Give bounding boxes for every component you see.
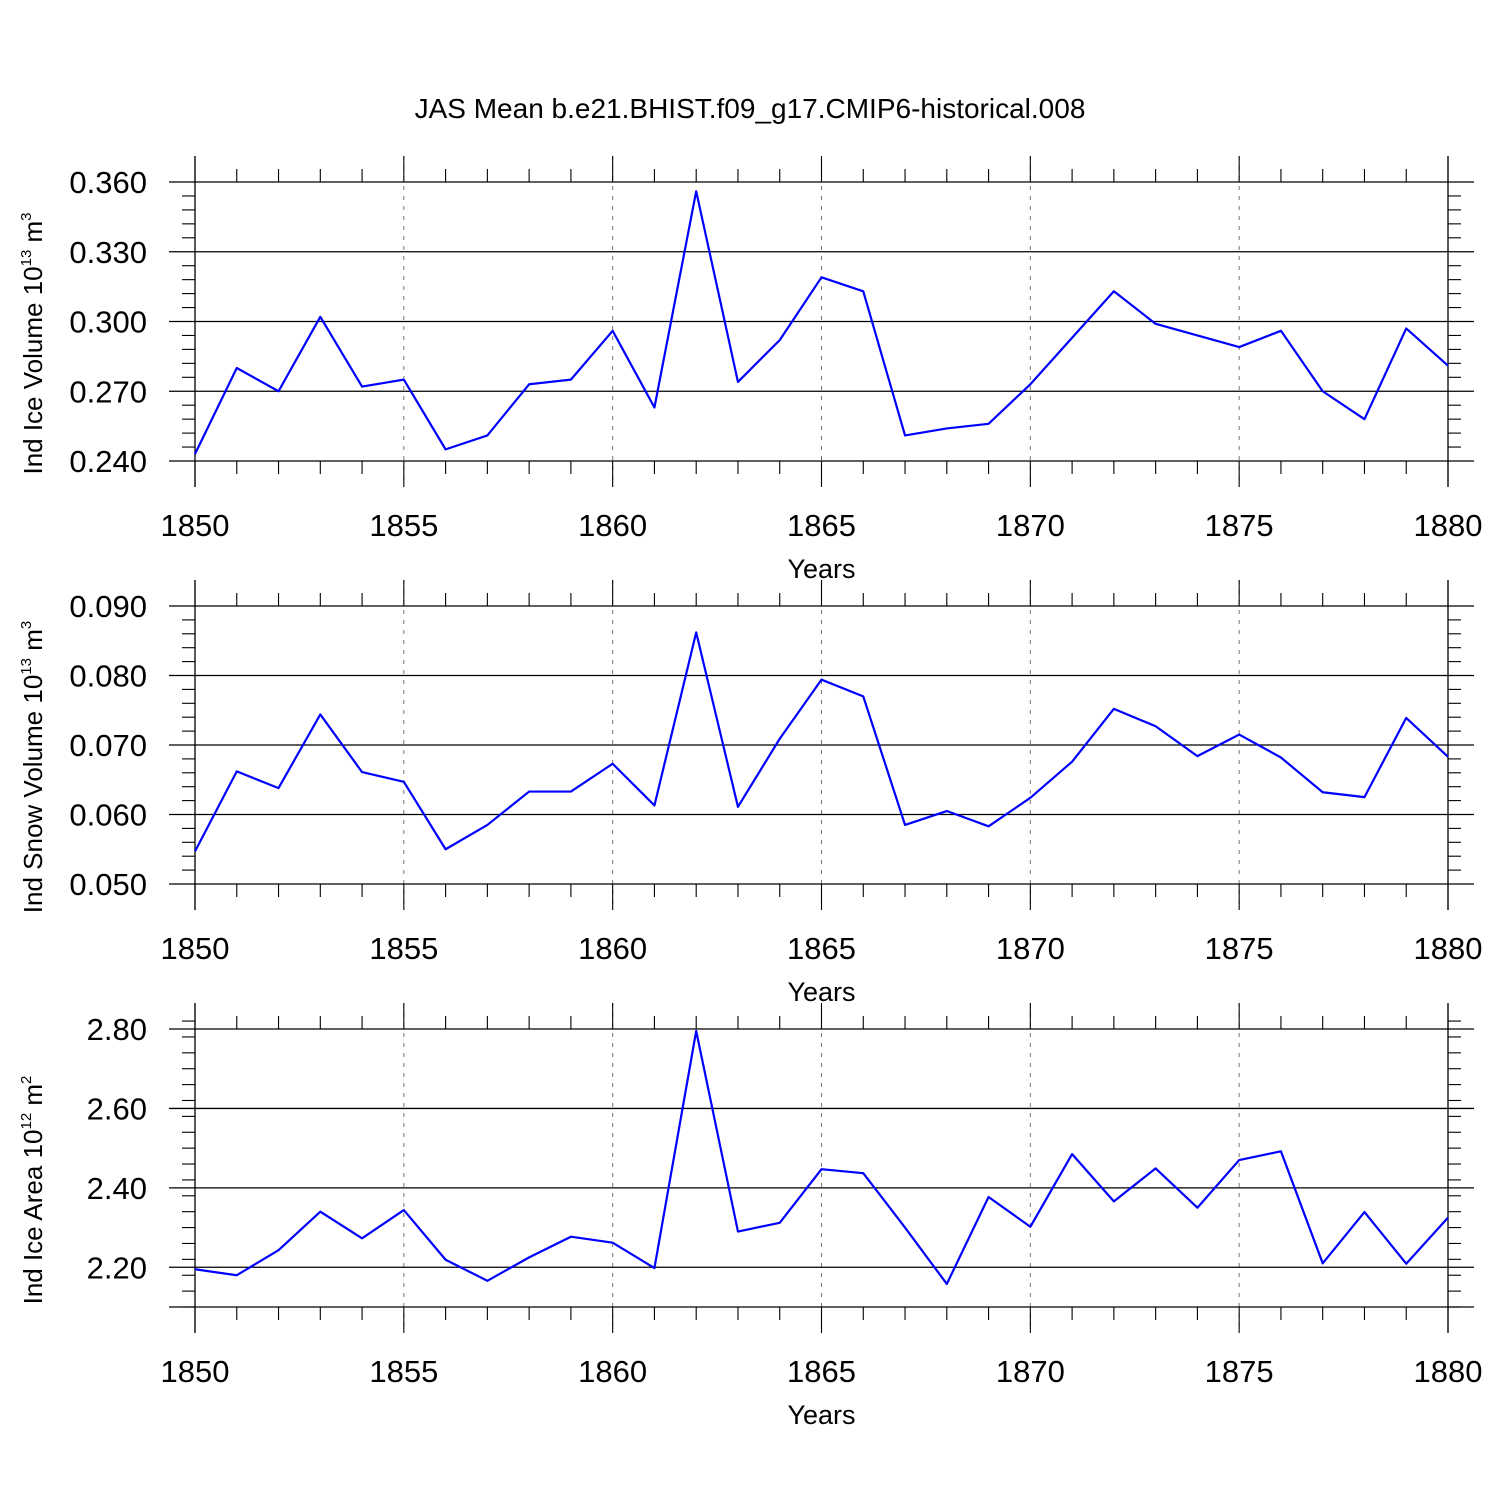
x-tick-label: 1850 — [161, 1354, 230, 1389]
y-tick-label: 0.080 — [69, 659, 147, 694]
y-tick-label: 0.060 — [69, 798, 147, 833]
x-tick-label: 1870 — [996, 508, 1065, 543]
y-tick-label: 2.80 — [87, 1012, 147, 1047]
x-tick-label: 1860 — [578, 931, 647, 966]
x-tick-label: 1870 — [996, 931, 1065, 966]
x-axis-label: Years — [787, 554, 855, 584]
y-tick-label: 0.240 — [69, 444, 147, 479]
y-tick-label: 0.070 — [69, 728, 147, 763]
x-tick-label: 1855 — [369, 931, 438, 966]
x-tick-label: 1855 — [369, 1354, 438, 1389]
panels: 0.240 0.270 0.300 0.330 0.360 1850 1855 1860 186… — [18, 156, 1482, 1430]
y-tick-label: 0.300 — [69, 305, 147, 340]
x-tick-label: 1865 — [787, 931, 856, 966]
y-tick-label: 2.60 — [87, 1091, 147, 1126]
x-tick-label: 1870 — [996, 1354, 1065, 1389]
x-axis-label: Years — [787, 977, 855, 1007]
x-tick-label: 1850 — [161, 931, 230, 966]
x-tick-label: 1860 — [578, 508, 647, 543]
y-axis-label: Ind Ice Volume 1013 m3 — [18, 212, 48, 474]
x-tick-label: 1860 — [578, 1354, 647, 1389]
x-tick-label: 1880 — [1414, 508, 1483, 543]
x-tick-label: 1875 — [1205, 1354, 1274, 1389]
y-tick-label: 0.270 — [69, 374, 147, 409]
x-tick-label: 1880 — [1414, 931, 1483, 966]
chart-panel-3: 2.20 2.40 2.60 2.80 1850 1855 1860 1865 1870 1875… — [18, 1003, 1482, 1430]
x-tick-label: 1865 — [787, 508, 856, 543]
y-tick-label: 2.40 — [87, 1171, 147, 1206]
x-tick-label: 1875 — [1205, 508, 1274, 543]
y-tick-label: 2.20 — [87, 1250, 147, 1285]
x-tick-label: 1865 — [787, 1354, 856, 1389]
chart-panel-2: 0.050 0.060 0.070 0.080 0.090 1850 1855 1860 186… — [18, 580, 1482, 1007]
y-tick-label: 0.360 — [69, 165, 147, 200]
y-tick-label: 0.090 — [69, 589, 147, 624]
x-tick-label: 1875 — [1205, 931, 1274, 966]
chart-panel-1: 0.240 0.270 0.300 0.330 0.360 1850 1855 1860 186… — [18, 156, 1482, 584]
x-tick-label: 1855 — [369, 508, 438, 543]
x-tick-label: 1850 — [161, 508, 230, 543]
y-axis-label: Ind Snow Volume 1013 m3 — [18, 621, 48, 913]
x-tick-label: 1880 — [1414, 1354, 1483, 1389]
y-axis-label: Ind Ice Area 1012 m2 — [18, 1076, 48, 1305]
y-tick-label: 0.050 — [69, 867, 147, 902]
y-tick-label: 0.330 — [69, 235, 147, 270]
x-axis-label: Years — [787, 1400, 855, 1430]
figure-title: JAS Mean b.e21.BHIST.f09_g17.CMIP6-histo… — [415, 93, 1086, 124]
series-line-1 — [194, 190, 1449, 455]
